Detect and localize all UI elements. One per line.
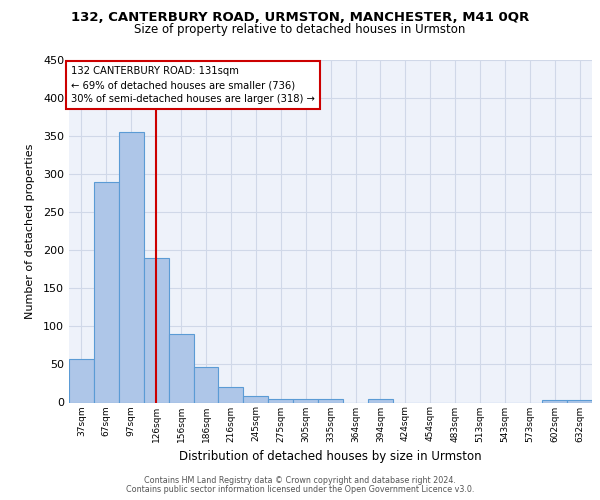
Text: 132, CANTERBURY ROAD, URMSTON, MANCHESTER, M41 0QR: 132, CANTERBURY ROAD, URMSTON, MANCHESTE… [71,11,529,24]
Bar [268,398,293,402]
Bar [244,396,268,402]
Text: Size of property relative to detached houses in Urmston: Size of property relative to detached ho… [134,22,466,36]
Text: 132 CANTERBURY ROAD: 131sqm
← 69% of detached houses are smaller (736)
30% of se: 132 CANTERBURY ROAD: 131sqm ← 69% of det… [71,66,316,104]
Bar [94,182,119,402]
X-axis label: Distribution of detached houses by size in Urmston: Distribution of detached houses by size … [179,450,482,463]
Bar [567,400,592,402]
Text: Contains public sector information licensed under the Open Government Licence v3: Contains public sector information licen… [126,485,474,494]
Bar [293,398,318,402]
Bar [194,368,218,402]
Text: Contains HM Land Registry data © Crown copyright and database right 2024.: Contains HM Land Registry data © Crown c… [144,476,456,485]
Bar [318,398,343,402]
Bar [169,334,194,402]
Bar [542,400,567,402]
Bar [144,258,169,402]
Bar [119,132,144,402]
Bar [218,386,244,402]
Bar [368,398,393,402]
Bar [69,359,94,403]
Y-axis label: Number of detached properties: Number of detached properties [25,144,35,319]
